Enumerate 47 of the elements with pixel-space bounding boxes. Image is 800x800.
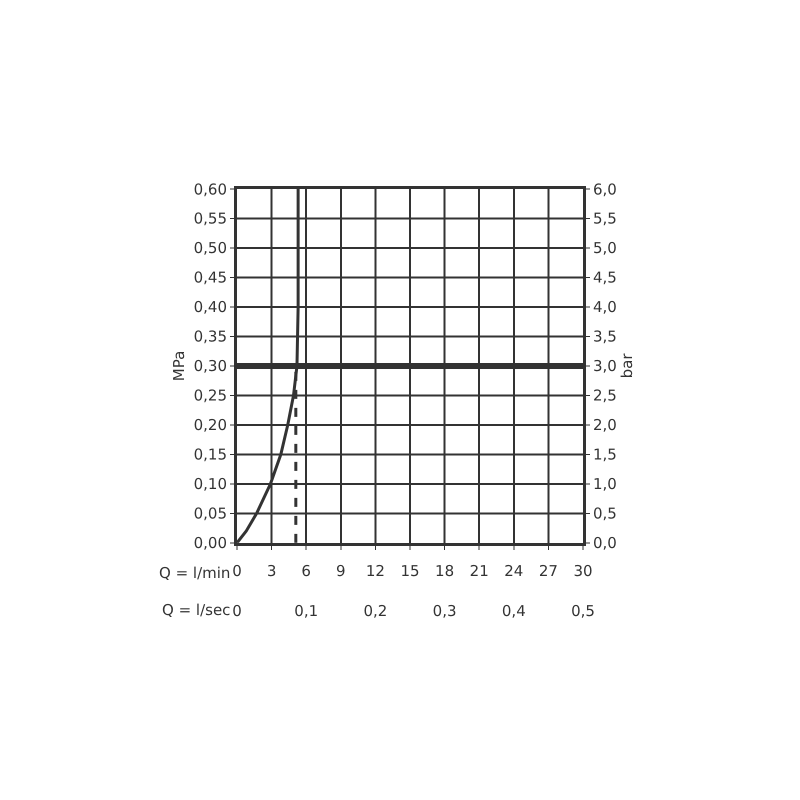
y2-tick-label: 1,0 bbox=[593, 475, 617, 494]
y-tick-label: 0,55 bbox=[194, 210, 227, 228]
x-tick-label: 3 bbox=[266, 562, 276, 580]
y2-tick-label: 4,5 bbox=[593, 268, 617, 287]
x-tick-label: 12 bbox=[366, 562, 385, 580]
x2-tick-label: 0,2 bbox=[363, 602, 388, 620]
x2-tick-label: 0,5 bbox=[571, 602, 595, 620]
y2-axis-title: bar bbox=[618, 352, 636, 378]
y2-tick-label: 1,5 bbox=[593, 446, 617, 464]
y2-tick-label: 5,0 bbox=[593, 239, 617, 258]
y2-tick-label: 3,5 bbox=[593, 328, 617, 346]
y-tick-label: 0,35 bbox=[194, 328, 227, 346]
y2-tick-label: 2,0 bbox=[593, 416, 617, 434]
y2-tick-label: 5,5 bbox=[593, 210, 617, 228]
x-tick-label: 0 bbox=[232, 562, 242, 580]
y-tick-label: 0,00 bbox=[194, 534, 227, 552]
y-tick-label: 0,20 bbox=[194, 416, 227, 434]
y2-tick-label: 2,5 bbox=[593, 386, 617, 405]
x2-tick-label: 0,4 bbox=[502, 602, 526, 620]
x-tick-label: 18 bbox=[435, 562, 454, 580]
x-tick-label: 24 bbox=[504, 562, 524, 580]
y-tick-label: 0,60 bbox=[194, 180, 227, 198]
y-tick-label: 0,10 bbox=[194, 475, 227, 494]
y-tick-label: 0,30 bbox=[194, 357, 227, 376]
x2-tick-label: 0,1 bbox=[294, 602, 318, 620]
y-tick-label: 0,25 bbox=[194, 386, 227, 405]
y2-tick-label: 4,0 bbox=[593, 298, 617, 316]
x-tick-label: 15 bbox=[400, 562, 420, 580]
y-tick-label: 0,15 bbox=[194, 446, 227, 464]
y-tick-label: 0,40 bbox=[194, 298, 227, 316]
y2-tick-label: 6,0 bbox=[593, 180, 617, 198]
x2-tick-label: 0 bbox=[232, 602, 242, 620]
x-tick-label: 6 bbox=[301, 562, 311, 580]
y2-tick-label: 0,5 bbox=[593, 504, 617, 523]
x-tick-label: 30 bbox=[573, 562, 593, 580]
x-tick-label: 21 bbox=[470, 562, 489, 580]
y-tick-label: 0,45 bbox=[194, 268, 227, 287]
x2-tick-label: 0,3 bbox=[432, 602, 457, 620]
x-tick-label: 27 bbox=[538, 562, 558, 580]
y2-tick-label: 0,0 bbox=[593, 534, 617, 552]
x2-axis-title: Q = l/sec bbox=[162, 601, 230, 619]
x-axis-title: Q = l/min bbox=[159, 564, 230, 582]
y-tick-label: 0,05 bbox=[194, 504, 227, 523]
y2-tick-label: 3,0 bbox=[593, 357, 617, 376]
y-tick-label: 0,50 bbox=[194, 239, 227, 258]
x-tick-label: 9 bbox=[336, 562, 346, 580]
y-axis-title: MPa bbox=[170, 350, 188, 382]
